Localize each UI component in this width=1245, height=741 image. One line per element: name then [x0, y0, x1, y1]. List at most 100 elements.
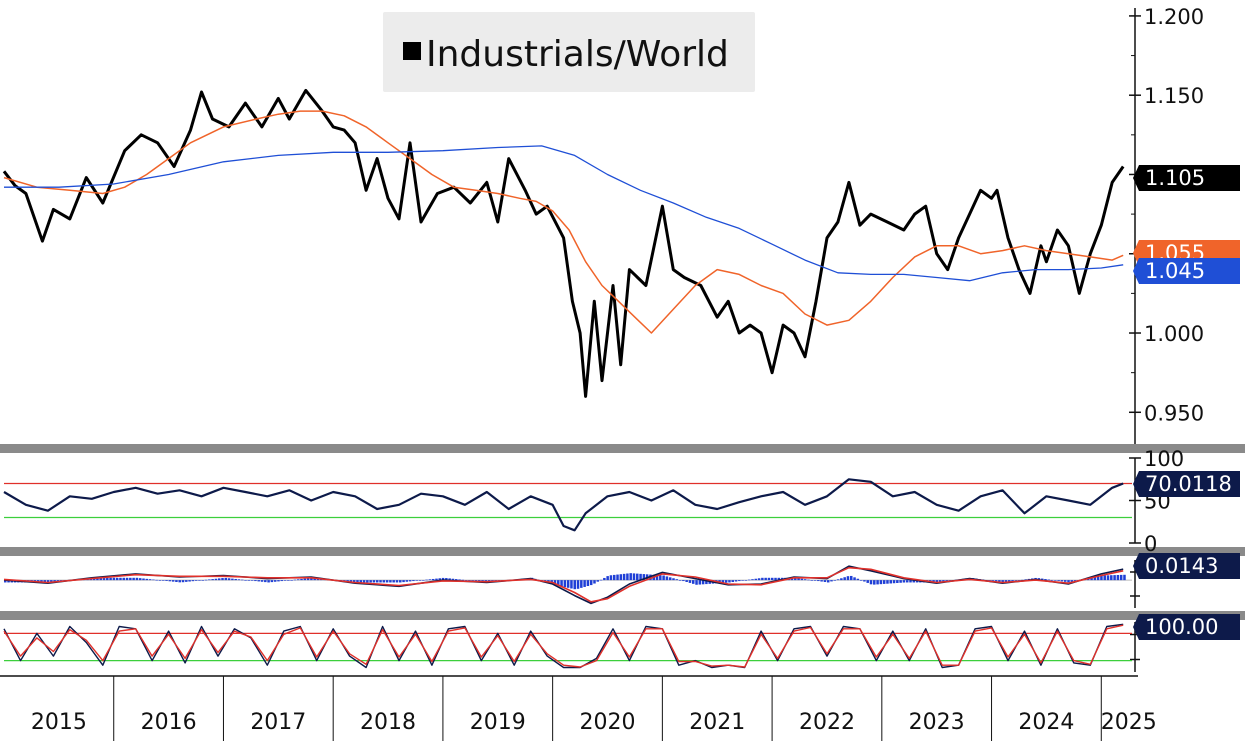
histogram-bar	[428, 579, 432, 581]
histogram-bar	[451, 578, 455, 581]
series-line-0-0	[2, 88, 1125, 398]
histogram-bar	[882, 580, 886, 584]
histogram-bar	[905, 580, 909, 583]
histogram-bar	[820, 580, 823, 582]
histogram-bar	[241, 579, 244, 581]
histogram-bar	[43, 580, 47, 583]
histogram-bar	[181, 580, 185, 583]
value-tag-label: 0.0143	[1145, 554, 1218, 578]
histogram-bar	[1116, 574, 1120, 581]
histogram-bar	[191, 580, 195, 582]
histogram-bar	[738, 580, 741, 582]
legend-marker	[403, 42, 421, 60]
histogram-bar	[445, 578, 448, 581]
histogram-bar	[425, 579, 428, 581]
histogram-bar	[757, 578, 761, 581]
histogram-bar	[794, 577, 797, 581]
histogram-bar	[701, 580, 705, 585]
histogram-bar	[438, 578, 442, 581]
histogram-bar	[777, 577, 781, 581]
histogram-bar	[158, 580, 162, 581]
histogram-bar	[1110, 575, 1113, 581]
histogram-bar	[1103, 575, 1106, 581]
histogram-bar	[682, 580, 685, 582]
histogram-bar	[382, 580, 386, 583]
histogram-bar	[461, 579, 465, 581]
histogram-bar	[728, 580, 731, 583]
histogram-bar	[705, 580, 708, 585]
histogram-bar	[1070, 580, 1074, 582]
histogram-bar	[807, 579, 810, 581]
histogram-bar	[751, 579, 754, 581]
histogram-bar	[747, 579, 751, 581]
x-tick-label: 2022	[799, 710, 855, 735]
histogram-bar	[560, 580, 563, 587]
histogram-bar	[441, 577, 445, 581]
histogram-bar	[1004, 580, 1008, 583]
histogram-bar	[668, 577, 672, 581]
histogram-bar	[761, 577, 764, 581]
series-line-2-0	[3, 565, 1124, 605]
histogram-bar	[369, 580, 372, 583]
histogram-bar	[260, 580, 264, 582]
histogram-bar	[99, 577, 102, 581]
histogram-bar	[412, 580, 415, 582]
histogram-bar	[125, 577, 129, 581]
histogram-bar	[362, 580, 366, 583]
histogram-bar	[810, 580, 813, 581]
histogram-bar	[942, 580, 945, 582]
histogram-bar	[435, 578, 438, 581]
histogram-bar	[1096, 576, 1100, 581]
histogram-bar	[234, 578, 237, 581]
series-line-0-1	[3, 110, 1124, 334]
histogram-bar	[135, 577, 139, 581]
series-line-3-1	[3, 624, 1124, 668]
histogram-bar	[583, 580, 586, 587]
histogram-bar	[96, 577, 99, 581]
histogram-bar	[188, 580, 191, 582]
histogram-bar	[372, 580, 376, 583]
histogram-bar	[296, 579, 300, 581]
histogram-bar	[833, 580, 837, 581]
histogram-bar	[468, 580, 471, 581]
histogram-bar	[767, 577, 771, 581]
legend-label: Industrials/World	[426, 34, 729, 75]
x-tick-label: 2020	[580, 710, 636, 735]
histogram-bar	[162, 580, 165, 581]
histogram-bar	[155, 579, 158, 581]
histogram-bar	[659, 575, 662, 581]
histogram-bar	[797, 578, 800, 581]
histogram-bar	[102, 577, 106, 581]
histogram-bar	[264, 580, 267, 583]
histogram-bar	[850, 575, 853, 581]
y-tick-label: 100	[1144, 447, 1184, 471]
histogram-bar	[616, 574, 619, 581]
histogram-bar	[998, 580, 1001, 582]
histogram-bar	[678, 580, 682, 581]
value-tag	[1133, 165, 1240, 191]
histogram-bar	[896, 580, 899, 583]
histogram-bar	[448, 578, 451, 581]
histogram-bar	[830, 580, 833, 582]
histogram-bar	[770, 577, 774, 581]
histogram-bar	[599, 579, 603, 581]
histogram-bar	[826, 580, 830, 583]
histogram-bar	[247, 580, 251, 581]
histogram-bar	[7, 580, 10, 583]
histogram-bar	[310, 577, 313, 581]
histogram-bar	[379, 580, 382, 583]
panel-divider-2	[0, 547, 1245, 556]
x-tick-label: 2016	[141, 710, 197, 735]
histogram-bar	[366, 580, 369, 583]
histogram-bar	[586, 580, 590, 587]
series-line-1-0	[3, 478, 1124, 532]
histogram-bar	[1067, 580, 1070, 583]
histogram-bar	[287, 580, 290, 581]
histogram-bar	[675, 579, 679, 581]
histogram-bar	[869, 580, 873, 585]
histogram-bar	[935, 580, 939, 583]
histogram-bar	[237, 579, 241, 581]
histogram-bar	[688, 580, 692, 583]
